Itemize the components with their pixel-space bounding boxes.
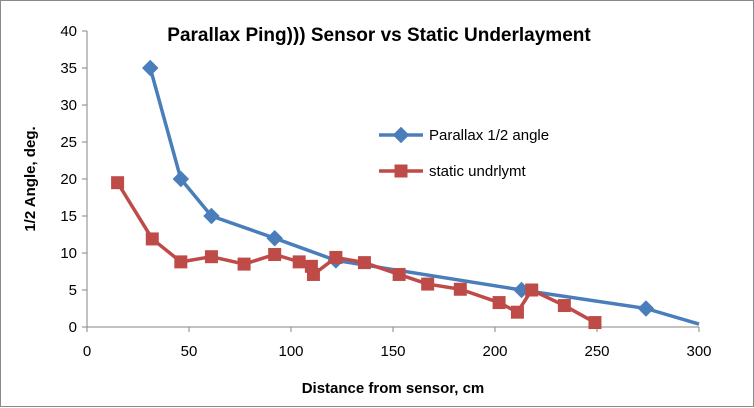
data-point <box>145 232 159 246</box>
data-point <box>525 283 539 297</box>
data-point <box>292 255 306 269</box>
data-point <box>268 247 282 261</box>
data-point <box>557 299 571 313</box>
x-tick-label: 300 <box>686 343 711 360</box>
data-point <box>306 267 320 281</box>
x-tick-label: 150 <box>380 343 405 360</box>
y-tick-label: 0 <box>69 319 77 336</box>
data-point <box>237 257 251 271</box>
x-tick-label: 200 <box>482 343 507 360</box>
data-point <box>174 255 188 269</box>
data-point <box>203 207 220 225</box>
legend-marker <box>394 164 408 178</box>
data-point <box>357 256 371 270</box>
legend-item: Parallax 1/2 angle <box>379 126 549 144</box>
legend-item: static undrlymt <box>379 163 527 180</box>
data-point <box>392 267 406 281</box>
series-line <box>116 181 596 325</box>
data-point <box>204 250 218 264</box>
legend: Parallax 1/2 angle static undrlymt <box>379 126 549 180</box>
data-point <box>510 305 524 319</box>
series-line <box>148 67 700 326</box>
data-point <box>637 300 655 317</box>
y-tick-label: 15 <box>60 208 77 225</box>
x-tick-label: 50 <box>181 343 198 360</box>
y-tick-label: 30 <box>60 97 77 114</box>
y-axis-title: 1/2 Angle, deg. <box>22 126 39 231</box>
data-point <box>329 250 343 264</box>
y-tick-label: 5 <box>69 282 77 299</box>
chart-title: Parallax Ping))) Sensor vs Static Underl… <box>167 25 591 46</box>
legend-marker <box>392 126 410 144</box>
data-point <box>492 296 506 310</box>
x-tick-label: 0 <box>83 343 91 360</box>
y-tick-label: 35 <box>60 60 77 77</box>
y-tick-label: 20 <box>60 171 77 188</box>
series-layer <box>111 59 700 330</box>
data-point <box>172 170 190 188</box>
data-point <box>141 59 159 77</box>
series-0 <box>141 59 700 326</box>
x-axis-title: Distance from sensor, cm <box>302 380 485 397</box>
data-point <box>453 282 467 296</box>
y-tick-label: 25 <box>60 134 77 151</box>
legend-label: static undrlymt <box>429 163 527 180</box>
x-tick-label: 250 <box>584 343 609 360</box>
data-point <box>588 316 602 330</box>
data-point <box>421 277 435 291</box>
series-1 <box>111 176 602 330</box>
y-tick-label: 10 <box>60 245 77 262</box>
y-tick-label: 40 <box>60 23 77 40</box>
data-point <box>111 176 125 190</box>
axes: 0 5 10 15 20 25 30 35 40 0 50 100 150 200 250 300 <box>60 23 711 360</box>
legend-label: Parallax 1/2 angle <box>429 127 549 144</box>
data-point <box>266 229 283 247</box>
x-tick-label: 100 <box>278 343 303 360</box>
